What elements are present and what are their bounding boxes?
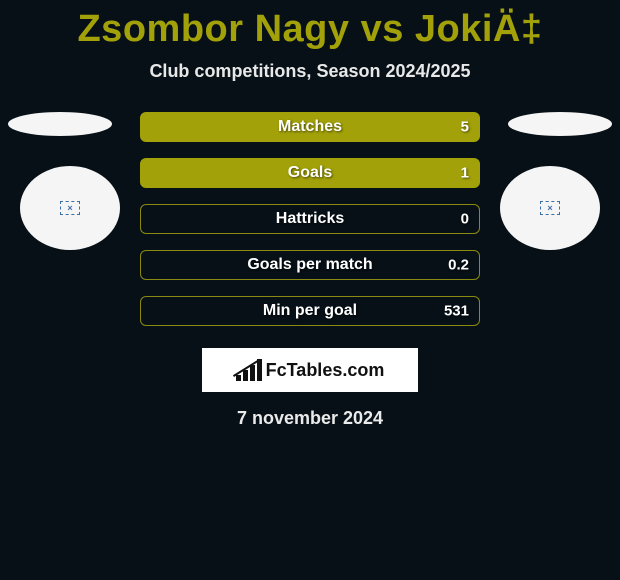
- stat-value: 1: [461, 165, 469, 182]
- stats-bars: Matches 5 Goals 1 Hattricks 0 Goals per match 0…: [140, 112, 480, 326]
- stat-value: 0.2: [448, 257, 469, 274]
- stat-bar: Matches 5: [140, 112, 480, 142]
- stat-label: Hattricks: [276, 210, 344, 228]
- stat-label: Min per goal: [263, 302, 357, 320]
- placeholder-icon: ×: [60, 201, 80, 215]
- stat-label: Matches: [278, 118, 342, 136]
- date-text: 7 november 2024: [0, 408, 620, 429]
- page-title: Zsombor Nagy vs JokiÄ‡: [0, 0, 620, 51]
- player-left-avatar: ×: [20, 166, 120, 250]
- stat-bar: Goals 1: [140, 158, 480, 188]
- left-ellipse: [8, 112, 112, 136]
- stat-bar: Hattricks 0: [140, 204, 480, 234]
- stat-value: 531: [444, 303, 469, 320]
- stat-bar: Min per goal 531: [140, 296, 480, 326]
- stat-label: Goals per match: [247, 256, 372, 274]
- stat-label: Goals: [288, 164, 332, 182]
- stat-value: 5: [461, 119, 469, 136]
- logo-text: FcTables.com: [266, 360, 385, 381]
- right-ellipse: [508, 112, 612, 136]
- comparison-content: × × Matches 5 Goals 1 Hattricks 0 Goals per ma…: [0, 112, 620, 429]
- fctables-logo: FcTables.com: [202, 348, 418, 392]
- stat-bar: Goals per match 0.2: [140, 250, 480, 280]
- placeholder-icon: ×: [540, 201, 560, 215]
- subtitle: Club competitions, Season 2024/2025: [0, 61, 620, 82]
- stat-value: 0: [461, 211, 469, 228]
- player-right-avatar: ×: [500, 166, 600, 250]
- logo-chart-icon: [236, 359, 262, 381]
